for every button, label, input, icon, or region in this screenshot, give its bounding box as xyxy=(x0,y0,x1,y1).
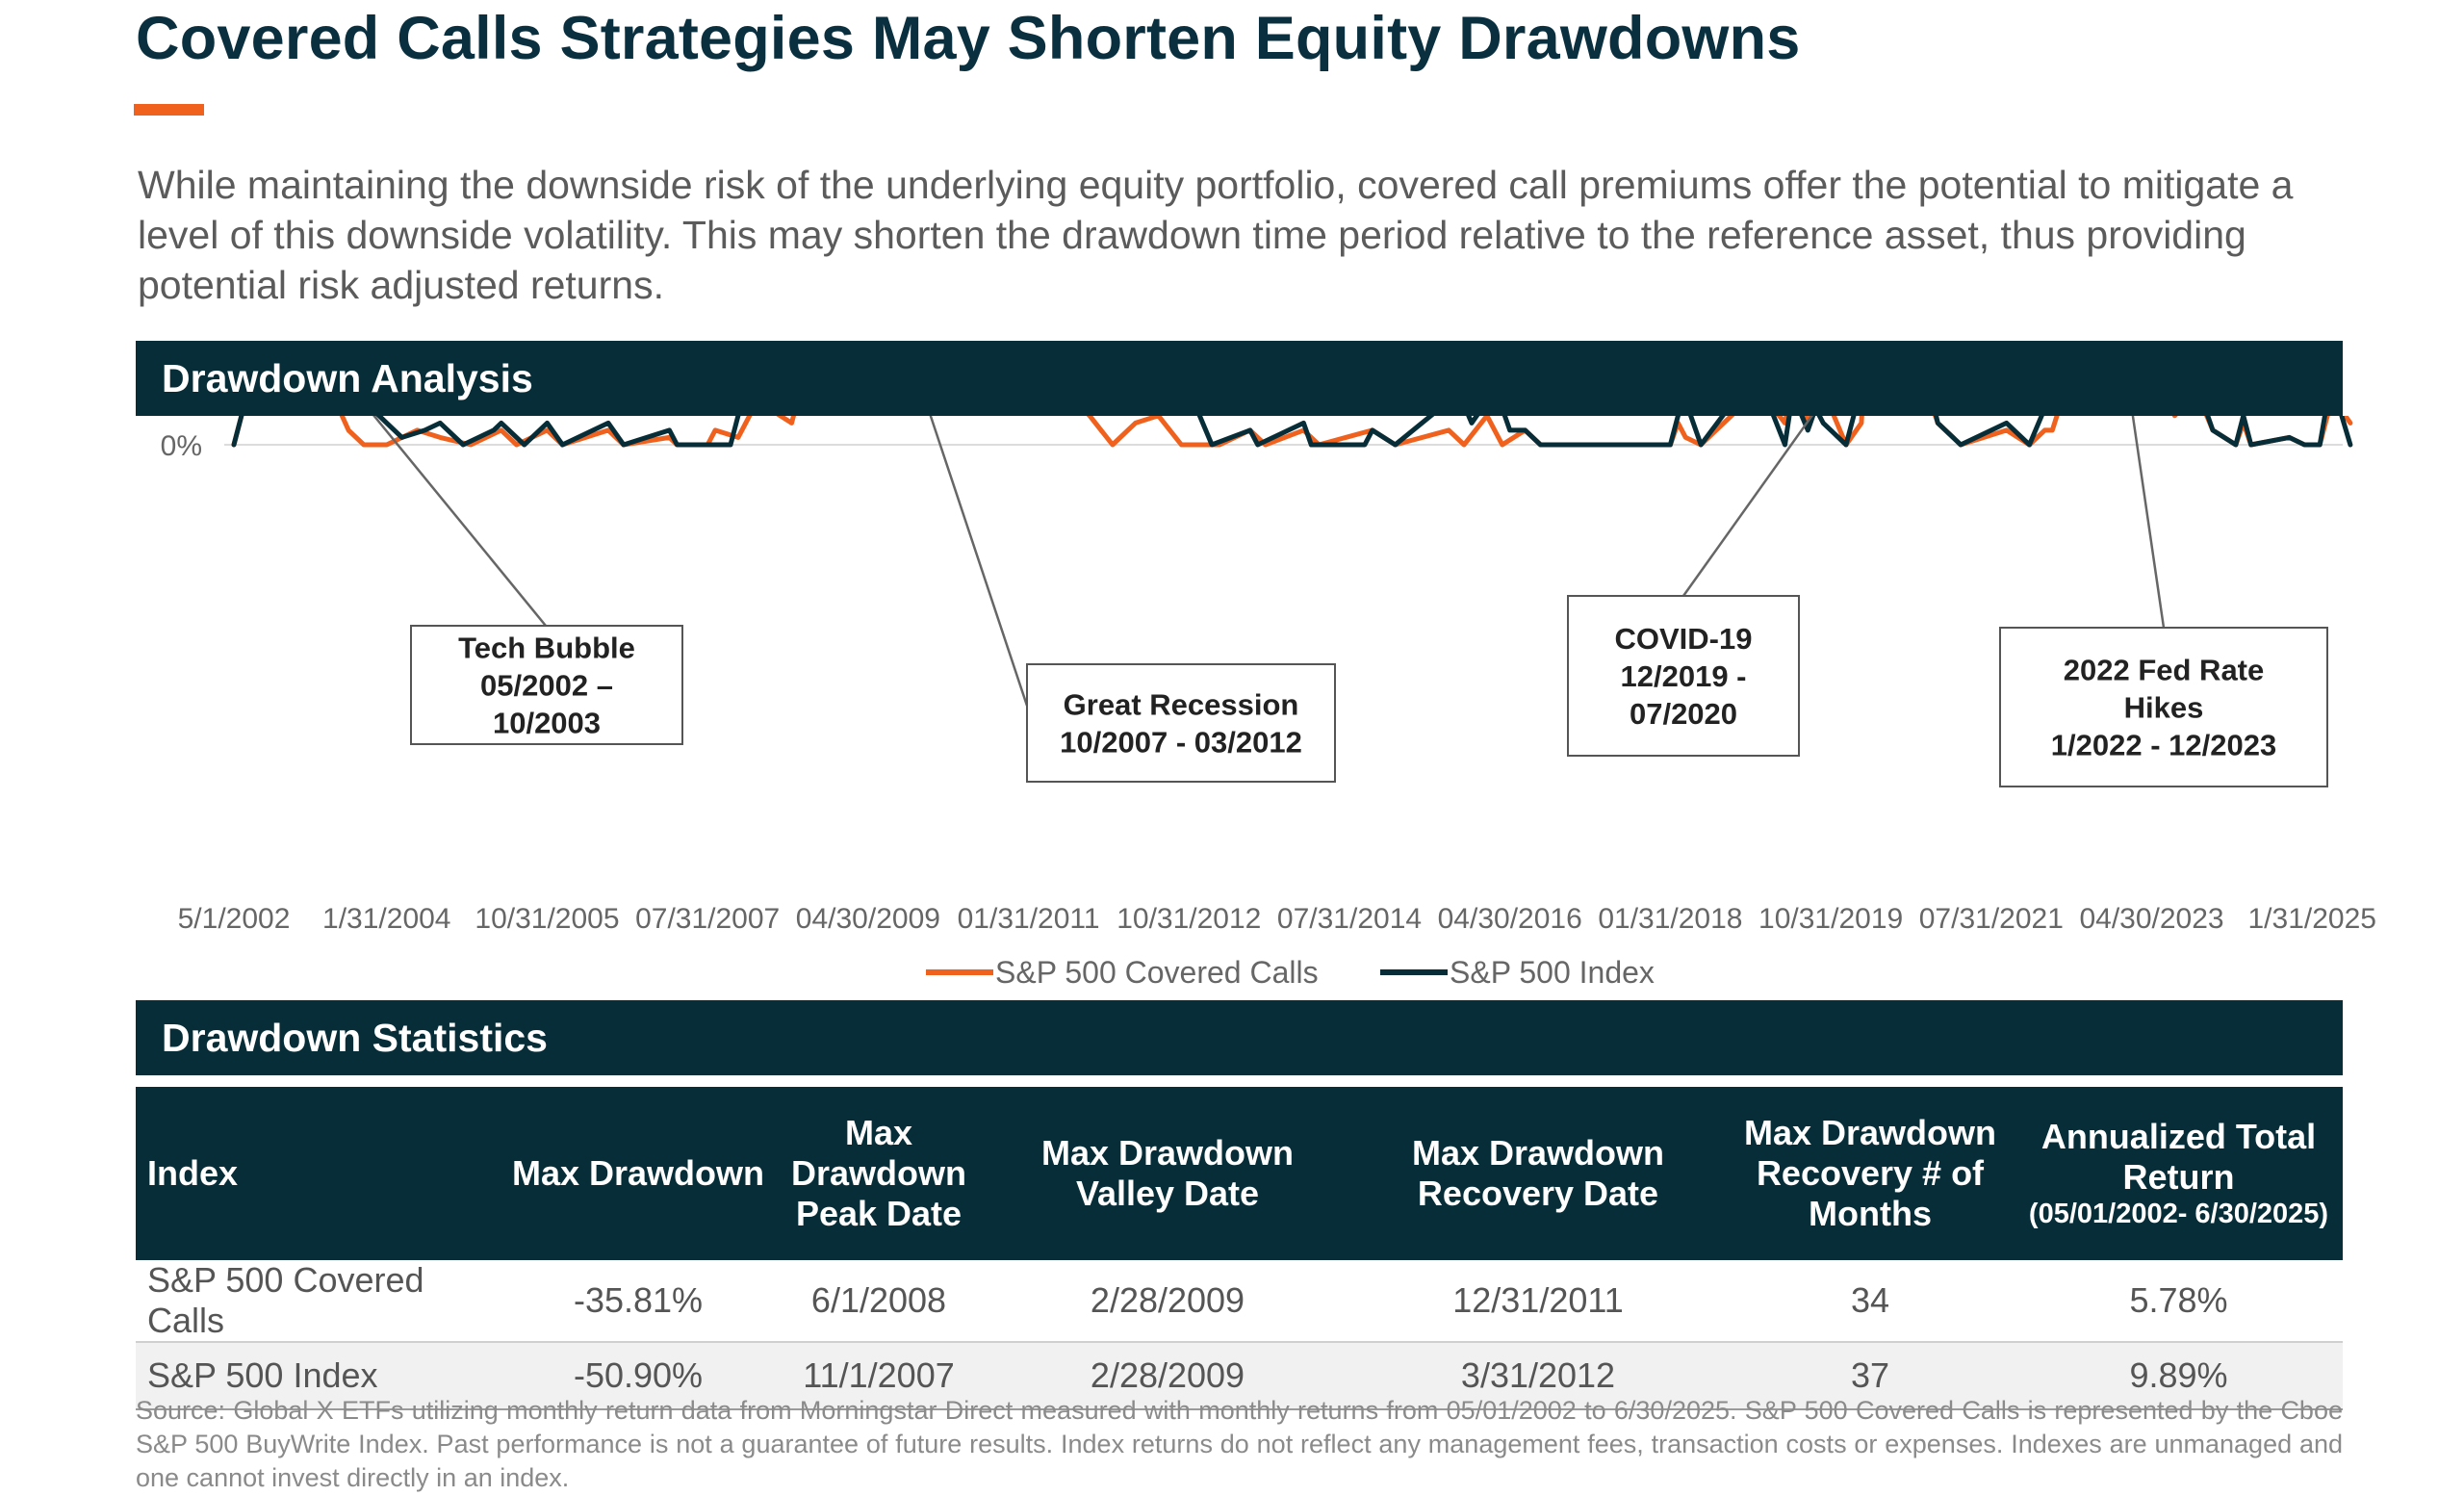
header-index: Index xyxy=(136,1087,503,1260)
x-tick-label: 07/31/2021 xyxy=(1919,903,2064,935)
header-valley-date: Max Drawdown Valley Date xyxy=(985,1087,1350,1260)
x-tick-label: 04/30/2009 xyxy=(796,903,940,935)
cell-recovery-months: 37 xyxy=(1726,1342,2015,1410)
annotation-text-fed-rate-hikes: 2022 Fed Rate xyxy=(2064,654,2265,687)
annotation-text-covid-19: COVID-19 xyxy=(1615,622,1753,656)
chart-gridlines xyxy=(224,444,2343,446)
chart-annotations: Tech Bubble 05/2002 – 10/2003 Great Recessi… xyxy=(372,416,2328,787)
table-header-row: Index Max Drawdown Max Drawdown Peak Dat… xyxy=(136,1087,2343,1260)
title-accent-bar xyxy=(134,104,204,116)
cell-valley-date: 2/28/2009 xyxy=(985,1260,1350,1343)
chart-series xyxy=(231,416,2353,448)
annotation-arrow-tech-bubble xyxy=(372,416,547,627)
annotation-text-fed-rate-hikes: 1/2022 - 12/2023 xyxy=(2051,729,2276,762)
cell-annualized-return: 9.89% xyxy=(2015,1342,2343,1410)
x-tick-label: 10/31/2012 xyxy=(1116,903,1261,935)
cell-max-drawdown: -50.90% xyxy=(503,1342,773,1410)
drawdown-statistics-table: Index Max Drawdown Max Drawdown Peak Dat… xyxy=(136,1087,2343,1410)
x-tick-label: 5/1/2002 xyxy=(178,903,291,935)
annotation-text-tech-bubble: 10/2003 xyxy=(493,707,601,740)
annotation-box-great-recession xyxy=(1026,663,1336,783)
drawdown-analysis-header: Drawdown Analysis xyxy=(136,341,2343,416)
table-row: S&P 500 Index -50.90% 11/1/2007 2/28/200… xyxy=(136,1342,2343,1410)
annotation-arrow-great-recession xyxy=(929,416,1029,707)
x-tick-label: 1/31/2025 xyxy=(2248,903,2376,935)
drawdown-chart: 0%-10%-20%-30%-40%-50%-60% 5/1/2002 1/31/… xyxy=(161,416,2376,990)
series-line-sp500-index xyxy=(231,416,2353,448)
cell-recovery-months: 34 xyxy=(1726,1260,2015,1343)
cell-valley-date: 2/28/2009 xyxy=(985,1342,1350,1410)
y-axis: 0%-10%-20%-30%-40%-50%-60% xyxy=(161,430,202,462)
header-annualized-return: Annualized Total Return (05/01/2002- 6/3… xyxy=(2015,1087,2343,1260)
drawdown-statistics-header: Drawdown Statistics xyxy=(136,1000,2343,1075)
annotation-arrow-covid-19 xyxy=(1681,416,1813,597)
header-recovery-months: Max Drawdown Recovery # of Months xyxy=(1726,1087,2015,1260)
x-axis: 5/1/2002 1/31/2004 10/31/2005 07/31/2007 04/… xyxy=(178,903,2376,935)
page-title: Covered Calls Strategies May Shorten Equ… xyxy=(136,5,1801,72)
cell-recovery-date: 3/31/2012 xyxy=(1350,1342,1726,1410)
legend-label: S&P 500 Covered Calls xyxy=(995,955,1319,990)
cell-index-name: S&P 500 Covered Calls xyxy=(136,1260,503,1343)
cell-peak-date: 6/1/2008 xyxy=(773,1260,985,1343)
annotation-text-fed-rate-hikes: Hikes xyxy=(2124,691,2204,725)
cell-annualized-return: 5.78% xyxy=(2015,1260,2343,1343)
x-tick-label: 04/30/2023 xyxy=(2079,903,2223,935)
x-tick-label: 04/30/2016 xyxy=(1438,903,1582,935)
table-row: S&P 500 Covered Calls -35.81% 6/1/2008 2… xyxy=(136,1260,2343,1343)
y-tick-label: 0% xyxy=(161,430,202,462)
x-tick-label: 10/31/2019 xyxy=(1758,903,1903,935)
annotation-box-fed-rate-hikes xyxy=(1999,627,2328,787)
cell-peak-date: 11/1/2007 xyxy=(773,1342,985,1410)
annotation-text-covid-19: 07/2020 xyxy=(1630,697,1737,731)
cell-index-name: S&P 500 Index xyxy=(136,1342,503,1410)
header-max-drawdown: Max Drawdown xyxy=(503,1087,773,1260)
annotation-text-great-recession: Great Recession xyxy=(1064,688,1299,722)
x-tick-label: 07/31/2007 xyxy=(635,903,780,935)
header-annualized-return-main: Annualized Total Return xyxy=(2040,1117,2317,1197)
annotation-box-covid-19 xyxy=(1567,595,1800,757)
annotation-box-tech-bubble xyxy=(410,625,683,745)
header-annualized-return-period: (05/01/2002- 6/30/2025) xyxy=(2028,1199,2329,1229)
cell-max-drawdown: -35.81% xyxy=(503,1260,773,1343)
header-peak-date: Max Drawdown Peak Date xyxy=(773,1087,985,1260)
cell-recovery-date: 12/31/2011 xyxy=(1350,1260,1726,1343)
annotation-text-tech-bubble: Tech Bubble xyxy=(458,632,635,665)
x-tick-label: 01/31/2018 xyxy=(1598,903,1742,935)
x-tick-label: 10/31/2005 xyxy=(475,903,619,935)
x-tick-label: 01/31/2011 xyxy=(958,903,1100,935)
source-footnote: Source: Global X ETFs utilizing monthly … xyxy=(136,1396,2343,1492)
legend-label: S&P 500 Index xyxy=(1450,955,1655,990)
intro-paragraph: While maintaining the downside risk of t… xyxy=(138,163,2294,307)
x-tick-label: 1/31/2004 xyxy=(322,903,450,935)
annotation-text-tech-bubble: 05/2002 – xyxy=(480,669,613,703)
annotation-text-great-recession: 10/2007 - 03/2012 xyxy=(1060,726,1302,760)
chart-legend: S&P 500 Covered Calls S&P 500 Index xyxy=(926,955,1655,990)
x-tick-label: 07/31/2014 xyxy=(1277,903,1422,935)
header-recovery-date: Max Drawdown Recovery Date xyxy=(1350,1087,1726,1260)
annotation-arrow-fed-rate-hikes xyxy=(2131,416,2166,629)
annotation-text-covid-19: 12/2019 - xyxy=(1621,659,1747,693)
